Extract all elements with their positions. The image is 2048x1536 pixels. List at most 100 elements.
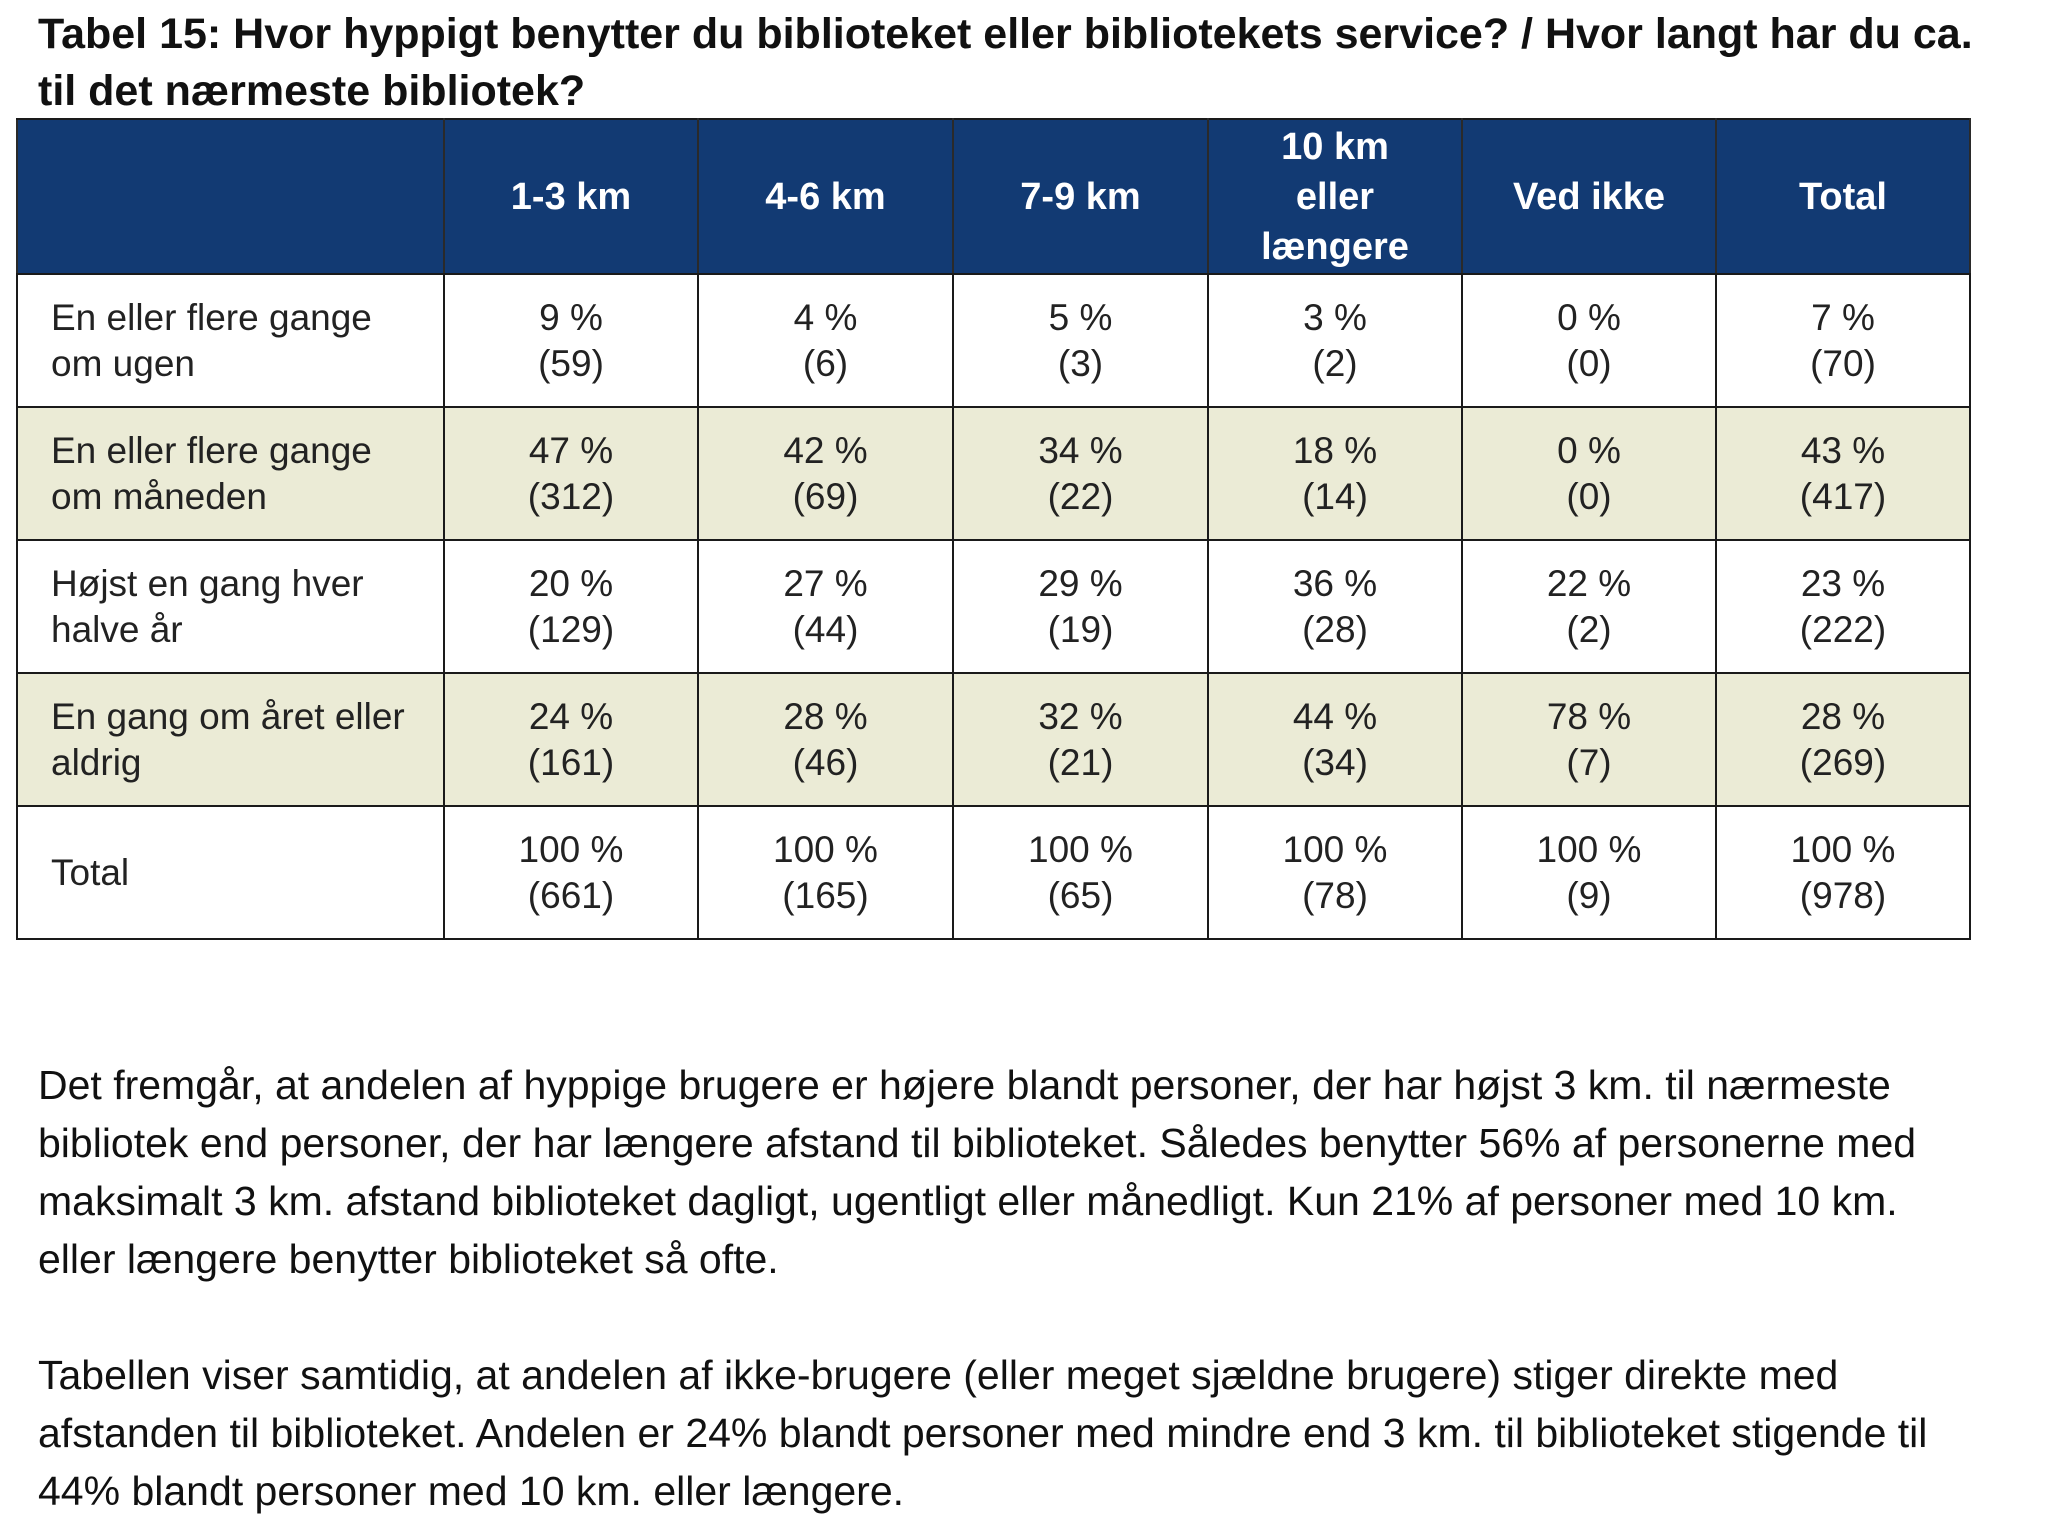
cell-percent: 47 % [528,429,614,471]
table-cell: 100 % (65) [952,805,1209,940]
table-cell: 7 % (70) [1715,273,1971,408]
table-cell: 28 % (269) [1715,672,1971,807]
data-table: 1-3 km 4-6 km 7-9 km 10 km eller længere… [16,118,1971,940]
cell-count: (0) [1566,342,1612,384]
table-cell: 27 % (44) [697,539,954,674]
cell-count: (0) [1566,475,1612,517]
row-label: En gang om året eller aldrig [16,672,445,807]
cell-count: (312) [527,475,615,517]
cell-percent: 28 % [783,695,868,737]
cell-count: (165) [782,874,869,916]
cell-count: (34) [1302,741,1368,783]
cell-count: (3) [1057,342,1104,384]
cell-percent: 20 % [528,562,614,604]
table-cell: 47 % (312) [443,406,699,541]
table-cell: 28 % (46) [697,672,954,807]
cell-percent: 28 % [1800,695,1886,737]
table-cell: 100 % (661) [443,805,699,940]
table-cell: 23 % (222) [1715,539,1971,674]
cell-count: (44) [792,608,859,650]
cell-count: (21) [1047,741,1114,783]
table-cell: 44 % (34) [1207,672,1463,807]
cell-count: (6) [802,342,849,384]
cell-percent: 3 % [1303,296,1367,338]
table-row: En eller flere gange om måneden 47 % (312… [16,406,1971,541]
cell-percent: 7 % [1811,296,1875,338]
table-row: En eller flere gange om ugen 9 % (59) 4 %… [16,273,1971,408]
cell-percent: 22 % [1546,562,1632,604]
table-cell: 42 % (69) [697,406,954,541]
cell-count: (417) [1799,475,1887,517]
cell-count: (161) [527,741,615,783]
table-cell: 4 % (6) [697,273,954,408]
column-header-7-9-km: 7-9 km [952,118,1209,275]
row-label: En eller flere gange om måneden [16,406,445,541]
cell-percent: 24 % [528,695,614,737]
table-cell: 5 % (3) [952,273,1209,408]
table-cell: 0 % (0) [1461,406,1717,541]
cell-percent: 4 % [793,296,858,338]
table-cell: 100 % (78) [1207,805,1463,940]
cell-count: (22) [1047,475,1114,517]
cell-percent: 36 % [1292,562,1378,604]
column-header-ved-ikke: Ved ikke [1461,118,1717,275]
column-header-total: Total [1715,118,1971,275]
column-header-10-km-eller-laengere: 10 km eller længere [1207,118,1463,275]
cell-percent: 43 % [1800,429,1886,471]
cell-count: (65) [1047,874,1114,916]
table-header-row: 1-3 km 4-6 km 7-9 km 10 km eller længere… [16,118,1971,275]
header-corner [16,118,445,275]
cell-count: (46) [792,741,859,783]
cell-percent: 9 % [539,296,603,338]
table-cell: 43 % (417) [1715,406,1971,541]
row-label: En eller flere gange om ugen [16,273,445,408]
cell-count: (19) [1047,608,1114,650]
cell-count: (69) [792,475,859,517]
column-header-4-6-km: 4-6 km [697,118,954,275]
cell-percent: 23 % [1800,562,1886,604]
cell-count: (978) [1799,874,1887,916]
cell-count: (661) [527,874,615,916]
cell-count: (7) [1566,741,1612,783]
row-label: Total [16,805,445,940]
cell-count: (70) [1810,342,1876,384]
table-cell: 100 % (978) [1715,805,1971,940]
cell-count: (269) [1799,741,1887,783]
table-row: Højst en gang hver halve år 20 % (129) 27… [16,539,1971,674]
table-cell: 29 % (19) [952,539,1209,674]
cell-percent: 42 % [783,429,868,471]
table-cell: 22 % (2) [1461,539,1717,674]
column-header-10-km-label: 10 km eller længere [1261,125,1409,268]
table-title: Tabel 15: Hvor hyppigt benytter du bibli… [38,10,1973,115]
table-cell: 36 % (28) [1207,539,1463,674]
cell-percent: 34 % [1038,429,1123,471]
cell-percent: 44 % [1292,695,1378,737]
cell-count: (28) [1302,608,1368,650]
cell-count: (14) [1302,475,1368,517]
table-cell: 78 % (7) [1461,672,1717,807]
cell-percent: 27 % [783,562,868,604]
cell-percent: 32 % [1038,695,1123,737]
cell-count: (2) [1566,608,1612,650]
cell-count: (129) [527,608,615,650]
table-cell: 100 % (9) [1461,805,1717,940]
table-cell: 0 % (0) [1461,273,1717,408]
row-label: Højst en gang hver halve år [16,539,445,674]
body-paragraph: Det fremgår, at andelen af hyppige bruge… [38,1062,1917,1282]
table-row: En gang om året eller aldrig 24 % (161) 2… [16,672,1971,807]
table-cell: 24 % (161) [443,672,699,807]
cell-percent: 0 % [1557,296,1621,338]
cell-count: (9) [1566,874,1612,916]
table-cell: 3 % (2) [1207,273,1463,408]
cell-percent: 100 % [1028,828,1133,870]
column-header-1-3-km: 1-3 km [443,118,699,275]
cell-percent: 100 % [518,828,624,870]
cell-percent: 100 % [773,828,878,870]
cell-percent: 18 % [1292,429,1378,471]
cell-count: (59) [538,342,604,384]
cell-percent: 100 % [1282,828,1388,870]
body-paragraph: Tabellen viser samtidig, at andelen af i… [38,1352,1928,1514]
cell-percent: 29 % [1038,562,1123,604]
cell-percent: 100 % [1790,828,1896,870]
